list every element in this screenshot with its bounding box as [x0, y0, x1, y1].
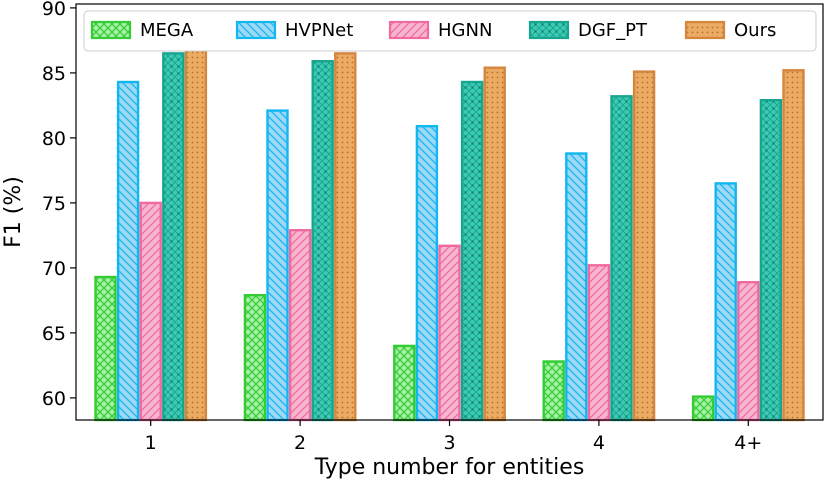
bar-ours-1: [184, 47, 208, 422]
legend-item-dgf_pt: DGF_PT: [528, 20, 648, 41]
y-tick-label: 85: [42, 63, 66, 85]
bar-hgnn-1: [139, 201, 162, 422]
x-tick-label: 4+: [734, 432, 762, 454]
bar-ours-2: [334, 52, 357, 422]
bar-ours-4: [632, 70, 656, 422]
legend-swatch: [235, 20, 277, 40]
y-tick-label: 90: [42, 0, 66, 20]
bar-outline: [393, 344, 416, 422]
bar-dgf_pt-2: [311, 60, 334, 422]
bar-outline: [483, 66, 506, 422]
legend-item-hvpnet: HVPNet: [235, 20, 353, 41]
bar-outline: [587, 264, 611, 422]
bar-dgf_pt-1: [162, 52, 185, 422]
bar-outline: [610, 95, 633, 422]
legend-label: MEGA: [140, 20, 194, 41]
bar-outline: [243, 294, 267, 422]
legend-label: HVPNet: [285, 20, 353, 41]
bar-outline: [714, 182, 737, 422]
bar-hvpnet-1: [116, 80, 140, 422]
legend-swatch: [528, 20, 570, 40]
legend: MEGA HVPNet HGNN DGF_PT Ours: [83, 10, 817, 52]
bar-outline: [691, 395, 715, 422]
x-tick-label: 2: [294, 432, 306, 454]
legend-swatch: [90, 20, 132, 40]
legend-swatch: [684, 20, 726, 40]
bar-mega-2: [243, 294, 267, 422]
legend-item-hgnn: HGNN: [388, 20, 492, 41]
x-tick-label: 1: [145, 432, 157, 454]
y-tick-label: 65: [42, 323, 66, 345]
bar-outline: [542, 360, 565, 422]
x-axis-title: Type number for entities: [314, 455, 585, 480]
bar-mega-1: [94, 275, 117, 422]
bar-outline: [94, 275, 117, 422]
legend-swatch: [388, 20, 430, 40]
bar-dgf_pt-4+: [759, 98, 783, 422]
bar-ours-3: [483, 66, 506, 422]
bar-hgnn-3: [438, 244, 461, 422]
bar-outline: [334, 52, 357, 422]
legend-item-ours: Ours: [684, 20, 776, 41]
x-axis-ticks: 1 2 3 4 4+: [145, 420, 762, 454]
bars-layer: [94, 47, 805, 422]
bar-hvpnet-4: [565, 152, 588, 422]
bar-hvpnet-4+: [714, 182, 737, 422]
bar-outline: [184, 47, 208, 422]
y-axis-ticks: 60 65 70 75 80 85 90: [42, 0, 76, 410]
y-tick-label: 60: [42, 388, 66, 410]
bar-outline: [139, 201, 162, 422]
bar-outline: [737, 281, 760, 422]
bar-outline: [415, 124, 439, 422]
bar-outline: [288, 228, 312, 422]
bar-mega-3: [393, 344, 416, 422]
legend-label: DGF_PT: [578, 20, 648, 41]
bar-outline: [266, 109, 289, 422]
legend-item-mega: MEGA: [90, 20, 194, 41]
bar-hvpnet-3: [415, 124, 439, 422]
y-tick-label: 70: [42, 258, 66, 280]
bar-mega-4: [542, 360, 565, 422]
bar-hgnn-4+: [737, 281, 760, 422]
y-axis-title: F1 (%): [1, 176, 26, 248]
x-tick-label: 3: [443, 432, 455, 454]
bar-outline: [759, 98, 783, 422]
y-tick-label: 80: [42, 128, 66, 150]
bar-outline: [438, 244, 461, 422]
legend-label: HGNN: [438, 20, 492, 41]
bar-outline: [311, 60, 334, 422]
bar-dgf_pt-3: [460, 80, 484, 422]
bar-outline: [460, 80, 484, 422]
bar-mega-4+: [691, 395, 715, 422]
bar-outline: [782, 69, 805, 422]
x-tick-label: 4: [593, 432, 605, 454]
bar-outline: [116, 80, 140, 422]
bar-outline: [565, 152, 588, 422]
bar-hvpnet-2: [266, 109, 289, 422]
bar-ours-4+: [782, 69, 805, 422]
y-tick-label: 75: [42, 193, 66, 215]
bar-hgnn-2: [288, 228, 312, 422]
bar-outline: [632, 70, 656, 422]
bar-hgnn-4: [587, 264, 611, 422]
bar-dgf_pt-4: [610, 95, 633, 422]
bar-outline: [162, 52, 185, 422]
legend-label: Ours: [734, 20, 776, 41]
